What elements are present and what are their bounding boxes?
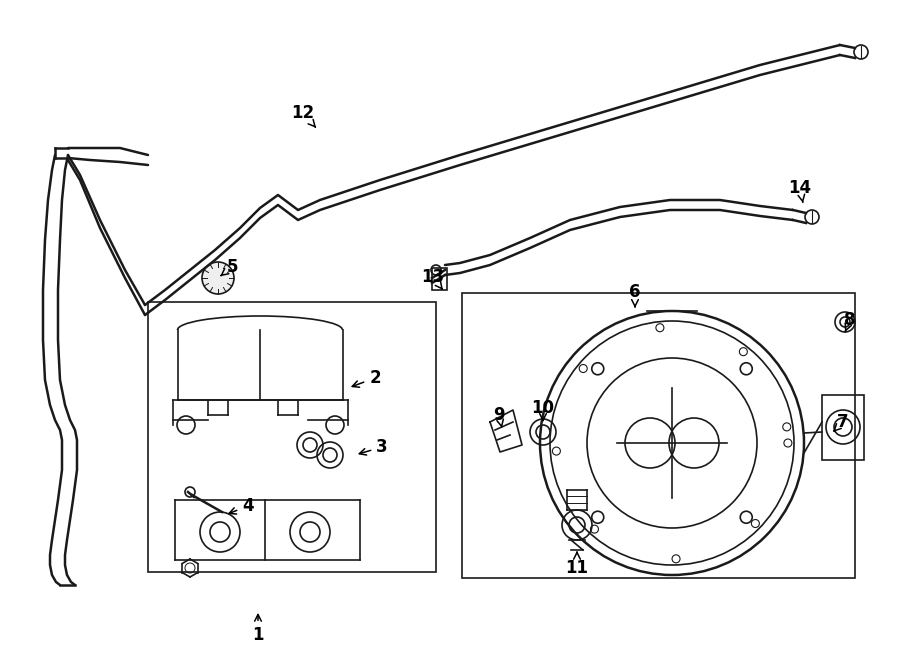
Text: 10: 10 <box>532 399 554 420</box>
Circle shape <box>783 423 791 431</box>
Circle shape <box>202 262 234 294</box>
Text: 9: 9 <box>493 406 505 427</box>
Text: 2: 2 <box>352 369 381 387</box>
Circle shape <box>590 525 598 533</box>
Text: 4: 4 <box>230 497 254 515</box>
Bar <box>822 395 864 460</box>
Text: 7: 7 <box>834 413 849 431</box>
Text: 12: 12 <box>292 104 315 127</box>
Bar <box>432 268 447 290</box>
Text: 6: 6 <box>629 283 641 307</box>
Text: 14: 14 <box>788 179 812 202</box>
Circle shape <box>580 364 587 373</box>
Bar <box>462 293 855 578</box>
Circle shape <box>672 555 680 563</box>
Bar <box>148 302 436 572</box>
Circle shape <box>752 520 760 527</box>
Text: 3: 3 <box>359 438 388 456</box>
Text: 13: 13 <box>421 268 445 289</box>
Text: 11: 11 <box>565 553 589 577</box>
Circle shape <box>784 439 792 447</box>
Circle shape <box>740 348 747 356</box>
Text: 1: 1 <box>252 615 264 644</box>
Circle shape <box>553 447 561 455</box>
Circle shape <box>656 324 664 332</box>
Text: 8: 8 <box>844 311 856 332</box>
Text: 5: 5 <box>221 258 238 276</box>
